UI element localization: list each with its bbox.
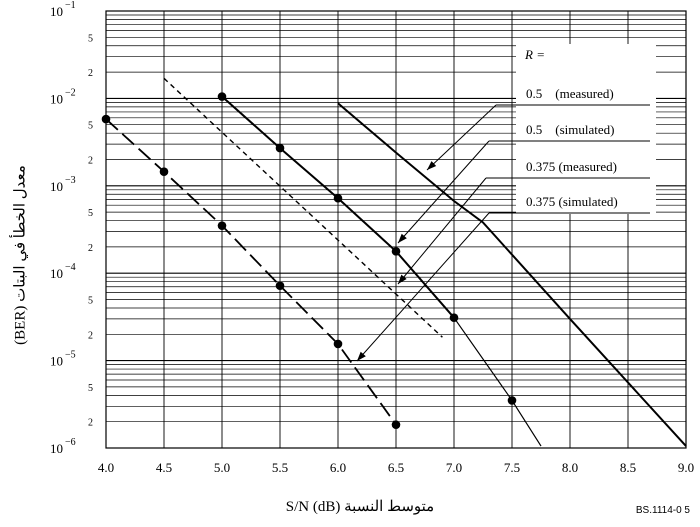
leader-0-375-measured-arrowhead — [398, 274, 407, 284]
x-tick-label: 6.5 — [388, 460, 404, 475]
x-tick-label: 8.5 — [620, 460, 636, 475]
series-lines — [101, 77, 687, 447]
x-tick-label: 7.0 — [446, 460, 462, 475]
y-minor-tick-label: 5 — [88, 121, 93, 132]
leader-0-5-measured-line — [426, 104, 497, 171]
leader-0-375-simulated-line — [356, 212, 490, 362]
y-tick-label: 10 −5 — [50, 350, 76, 369]
legend-entry-0-375-simulated: 0.375 (simulated) — [526, 194, 618, 209]
y-minor-tick-label: 2 — [88, 243, 93, 254]
data-point — [333, 193, 343, 203]
y-axis-ticks: 10 −1 5 2 10 −2 5 2 10 −3 5 2 10 −4 5 2 10 −5 5 2 10 −6 — [50, 0, 93, 456]
y-minor-tick-label: 2 — [88, 418, 93, 429]
x-tick-label: 9.0 — [678, 460, 694, 475]
series-2 — [101, 114, 401, 429]
x-axis-ticks: 4.0 4.5 5.0 5.5 6.0 6.5 7.0 7.5 8.0 8.5 9.0 — [98, 460, 694, 475]
y-minor-tick-label: 5 — [88, 208, 93, 219]
figure-id: BS.1114-0 5 — [635, 505, 690, 516]
x-tick-label: 8.0 — [562, 460, 578, 475]
x-tick-label: 5.5 — [272, 460, 288, 475]
y-minor-tick-label: 5 — [88, 383, 93, 394]
legend-leader-lines — [356, 104, 650, 362]
series-0 — [337, 102, 687, 447]
series-line — [337, 102, 687, 447]
legend-entry-0-5-measured: 0.5 (measured) — [526, 86, 614, 101]
leader-0-5-simulated-arrowhead — [398, 233, 407, 243]
legend-entry-0-5-simulated: 0.5 (simulated) — [526, 122, 614, 137]
x-tick-label: 5.0 — [214, 460, 230, 475]
y-tick-label: 10 −2 — [50, 87, 76, 106]
data-point — [275, 143, 285, 153]
y-tick-label: 10 −4 — [50, 262, 76, 281]
leader-0-5-simulated-line — [397, 140, 490, 244]
y-tick-exponent: −2 — [65, 87, 76, 98]
data-point — [391, 247, 401, 256]
y-tick-label: 10 −6 — [50, 437, 76, 456]
leader-0-5-measured-arrowhead — [427, 161, 437, 170]
leader-0-375-measured-line — [397, 177, 487, 285]
y-tick-label: 10 −1 — [50, 0, 76, 19]
x-tick-label: 4.5 — [156, 460, 172, 475]
y-minor-tick-label: 2 — [88, 68, 93, 79]
data-point — [391, 420, 401, 429]
x-tick-label: 6.0 — [330, 460, 346, 475]
y-tick-exponent: −4 — [65, 262, 76, 273]
y-tick-label: 10 −3 — [50, 175, 76, 194]
legend: R = 0.5 (measured) 0.5 (simulated) 0.375… — [516, 44, 656, 214]
y-minor-tick-label: 2 — [88, 330, 93, 341]
legend-title: R = — [524, 47, 545, 62]
data-point — [275, 281, 285, 290]
legend-background — [516, 44, 656, 214]
x-tick-label: 4.0 — [98, 460, 114, 475]
y-minor-tick-label: 2 — [88, 155, 93, 166]
series-line — [105, 118, 397, 426]
y-tick-exponent: −5 — [65, 350, 76, 361]
data-point — [217, 221, 227, 230]
data-point — [333, 339, 343, 349]
series-line — [163, 77, 443, 338]
series-line-tail — [453, 317, 542, 447]
y-minor-tick-label: 5 — [88, 296, 93, 307]
y-axis-title: معدل الخطأ في البتات (BER) — [12, 165, 29, 345]
y-minor-tick-label: 5 — [88, 33, 93, 44]
plot-frame — [105, 10, 687, 449]
data-point — [449, 313, 459, 322]
data-point — [217, 92, 227, 101]
data-point — [507, 396, 517, 405]
y-axis-title-wrap: معدل الخطأ في البتات (BER) — [6, 125, 34, 385]
legend-entry-0-375-measured: 0.375 (measured) — [526, 159, 617, 174]
y-tick-exponent: −3 — [65, 175, 76, 186]
leader-0-375-simulated-arrowhead — [357, 351, 366, 361]
series-3 — [163, 77, 443, 338]
y-tick-exponent: −1 — [65, 0, 76, 11]
x-axis-title: متوسط النسبة S/N (dB) — [285, 499, 435, 515]
data-point — [159, 167, 169, 176]
y-tick-exponent: −6 — [65, 437, 76, 448]
series-1 — [217, 92, 542, 447]
x-tick-label: 7.5 — [504, 460, 520, 475]
